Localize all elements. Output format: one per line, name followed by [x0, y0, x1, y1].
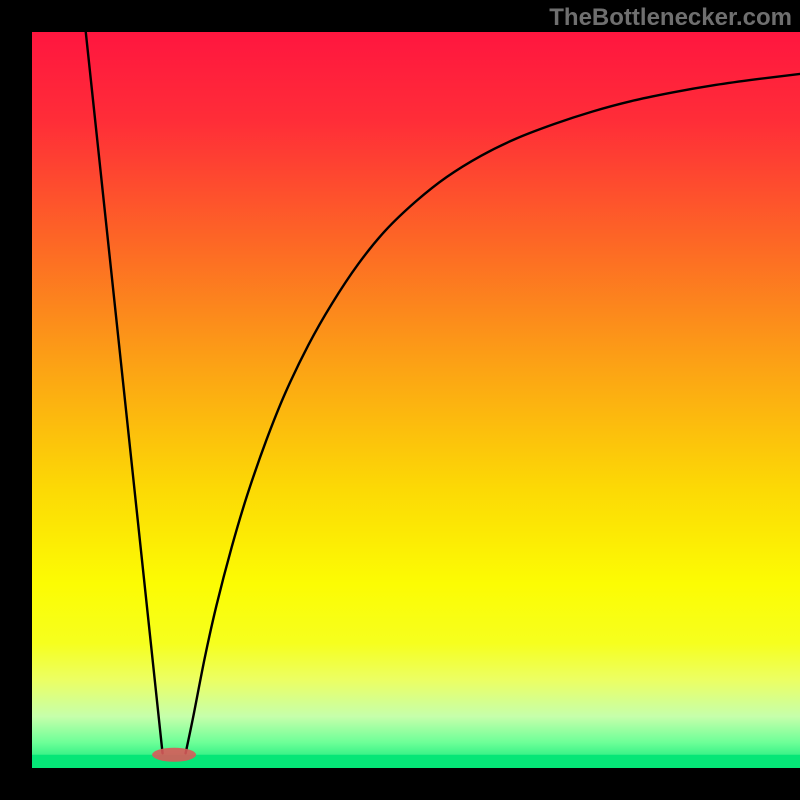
plot-area: [32, 32, 800, 768]
green-band: [32, 755, 800, 768]
watermark-text: TheBottlenecker.com: [549, 4, 792, 32]
chart-container: TheBottlenecker.com: [0, 0, 800, 800]
bottleneck-chart: [0, 0, 800, 800]
optimum-marker: [152, 748, 196, 762]
